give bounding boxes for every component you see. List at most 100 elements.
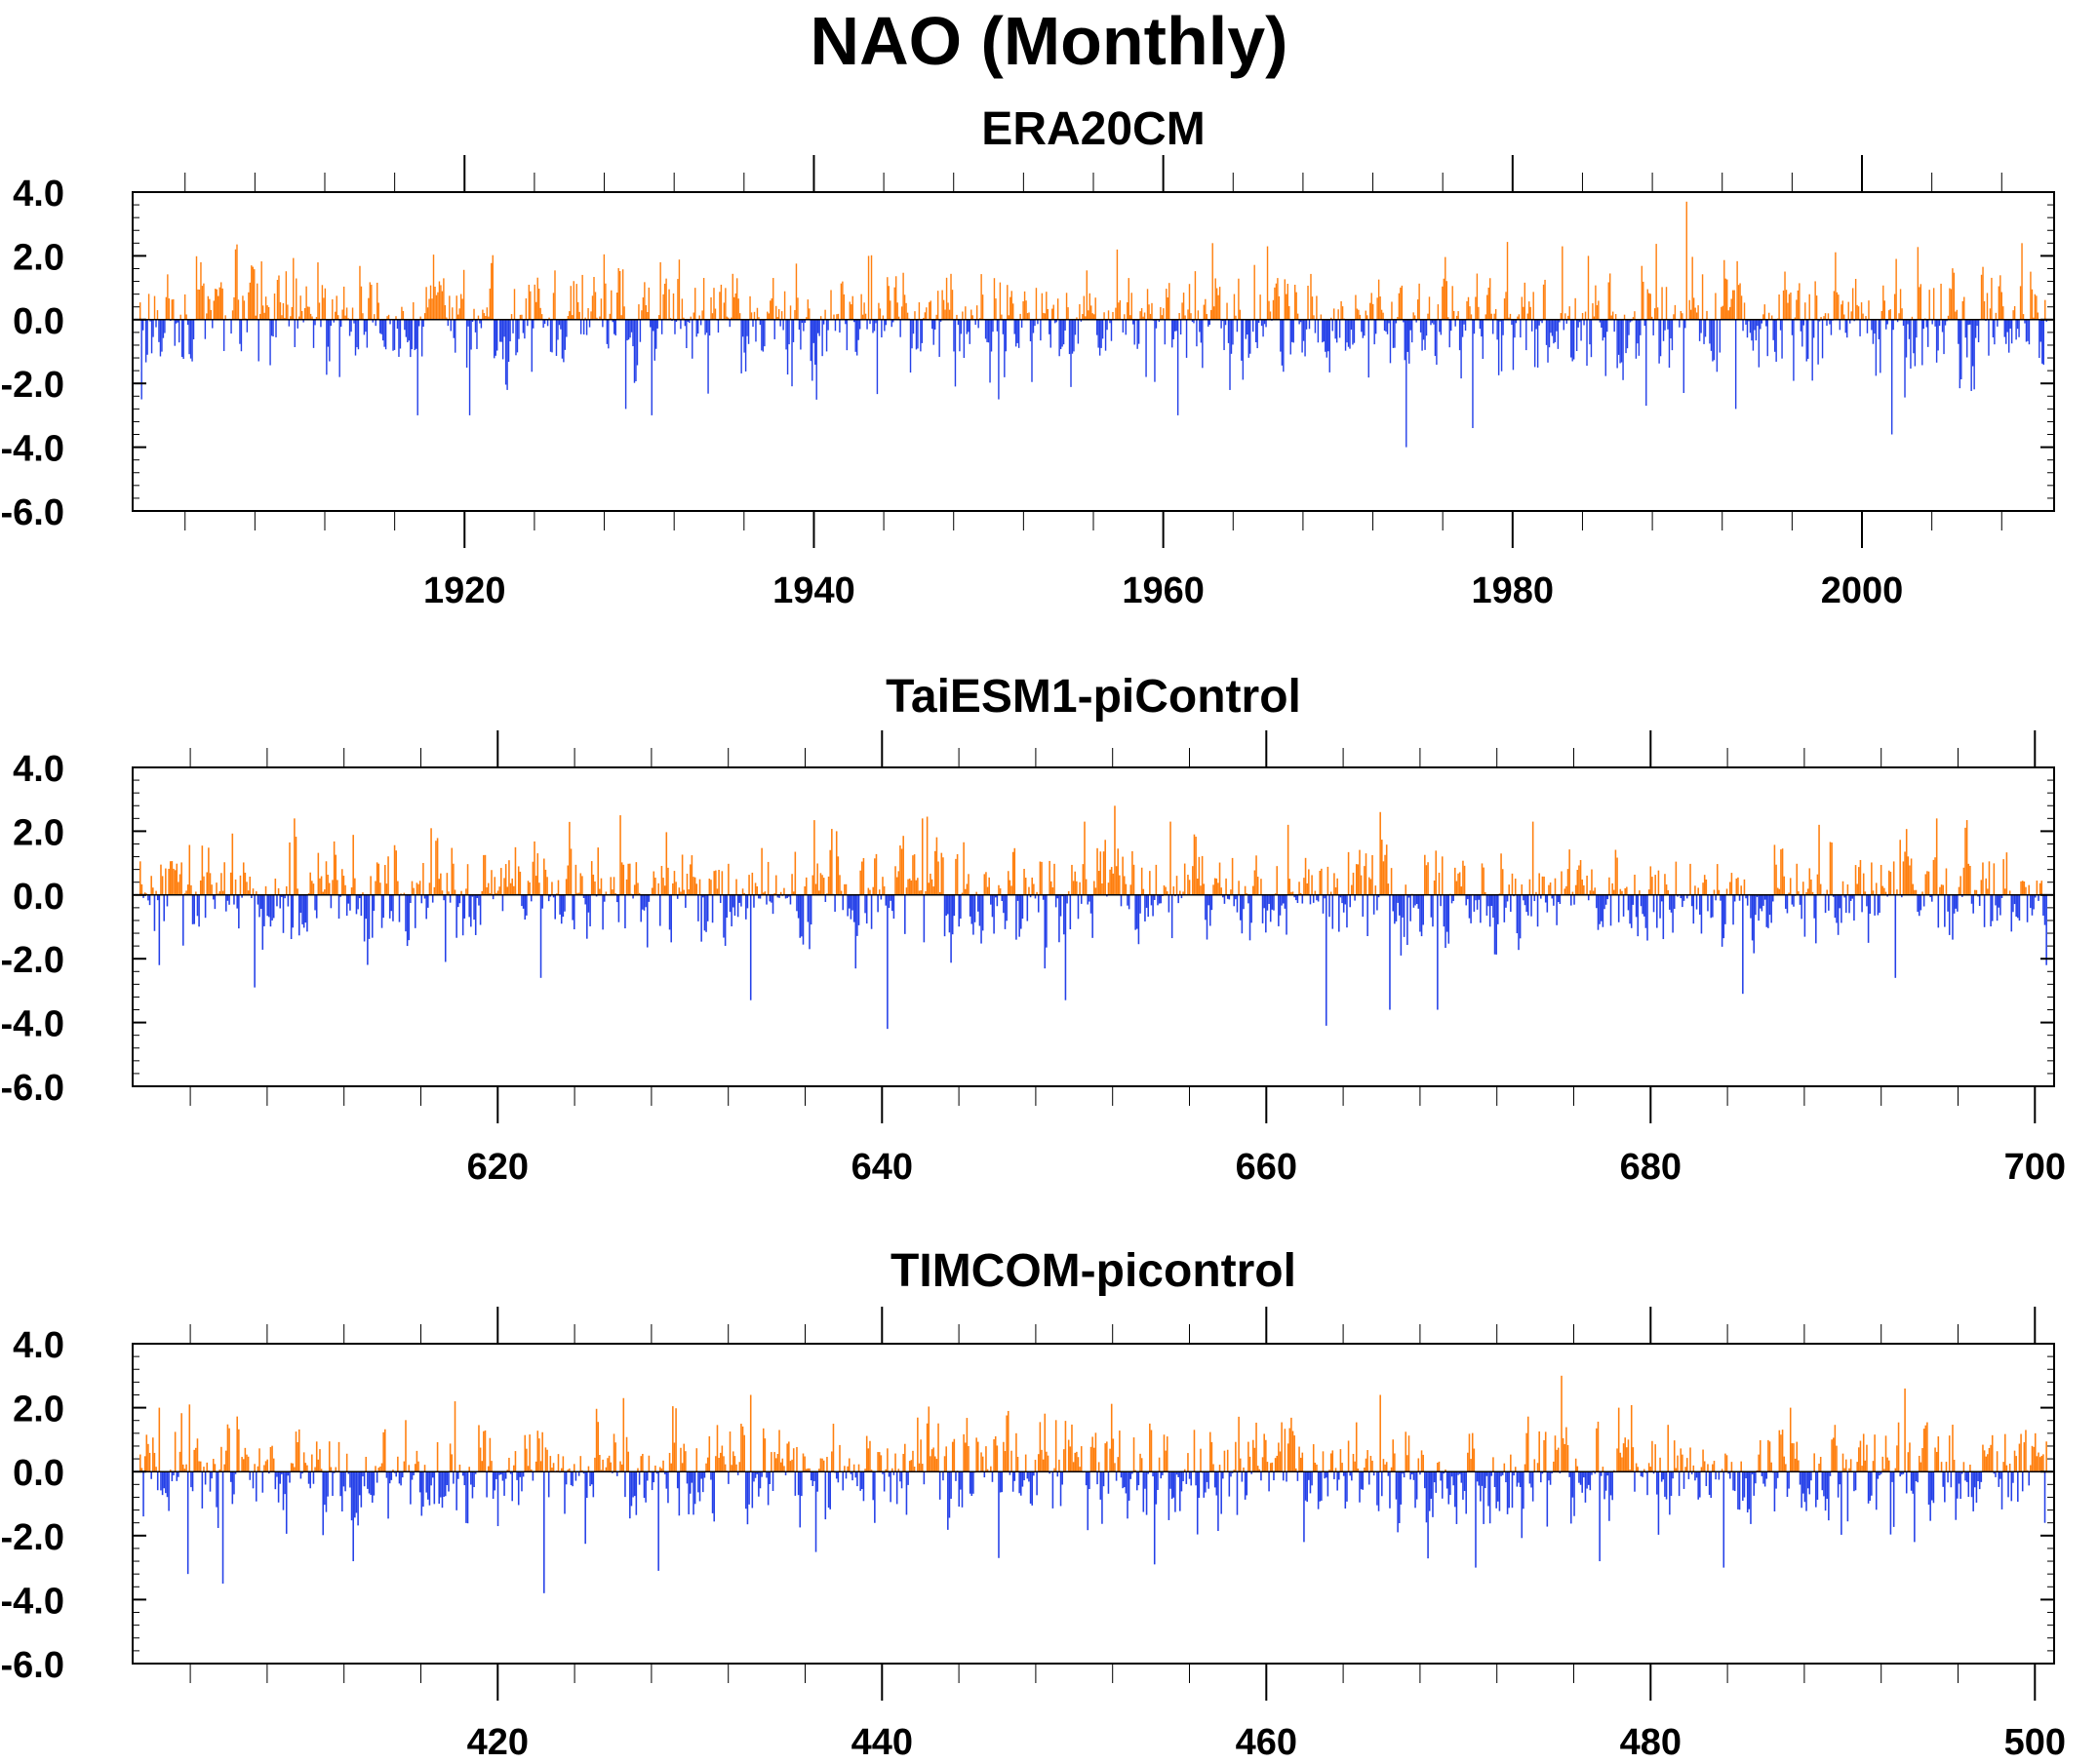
bar (1927, 1471, 1930, 1506)
bar (352, 835, 354, 895)
bar (418, 881, 421, 895)
bar (284, 1471, 286, 1495)
bar (216, 289, 218, 320)
bar (1085, 1471, 1088, 1486)
bar (1271, 1462, 1274, 1472)
bar (246, 1454, 248, 1472)
bar (1317, 1471, 1320, 1509)
bar (1316, 1464, 1318, 1472)
bar (1248, 1456, 1251, 1472)
bar (1175, 319, 1177, 332)
bar (1824, 894, 1827, 914)
bar (797, 894, 800, 919)
bar (166, 894, 169, 907)
bar (299, 894, 302, 914)
bar (359, 265, 361, 320)
bar (1046, 292, 1048, 320)
bar (1779, 319, 1782, 331)
bar (1970, 894, 1973, 904)
bar (1263, 319, 1266, 325)
bar (298, 1429, 300, 1472)
bar (1369, 1456, 1372, 1472)
bar (287, 894, 290, 907)
bar (1801, 882, 1804, 895)
bar (1819, 1457, 1822, 1472)
bar (1395, 894, 1398, 921)
x-tick-label: 460 (1236, 1722, 1297, 1763)
bar (1844, 1459, 1847, 1472)
bar (654, 1465, 656, 1472)
bar (1881, 1456, 1884, 1472)
bar (351, 307, 354, 320)
bar (147, 294, 150, 320)
bar (981, 294, 984, 320)
y-tick-label: -2.0 (1, 940, 64, 981)
bar (1458, 1471, 1461, 1474)
bar (1556, 1449, 1558, 1472)
bar (1787, 302, 1789, 320)
bar (578, 311, 580, 320)
y-tick-label: 4.0 (13, 1325, 64, 1366)
bar (546, 319, 549, 327)
bar (477, 315, 480, 320)
bar (220, 873, 222, 895)
bar (732, 894, 734, 908)
bar (426, 307, 429, 320)
bar (500, 1471, 502, 1475)
bar (1473, 1448, 1476, 1472)
bar (1278, 894, 1280, 926)
bar (330, 1467, 333, 1472)
bar (1935, 1451, 1938, 1472)
bar (773, 893, 775, 895)
bar (504, 319, 507, 385)
bar (669, 318, 672, 320)
bar (1119, 299, 1122, 320)
bar (1266, 1462, 1269, 1472)
bar (1574, 884, 1577, 895)
bar (1011, 851, 1014, 895)
bar (1450, 894, 1453, 904)
bar (1009, 880, 1011, 895)
bar (1983, 894, 1986, 927)
bar (909, 319, 912, 373)
bar (1931, 894, 1933, 902)
bar (729, 319, 731, 328)
bar (498, 886, 500, 895)
bar (413, 887, 415, 895)
bar (1150, 894, 1153, 906)
bar (1445, 894, 1446, 949)
bar (183, 893, 186, 895)
bar (476, 319, 478, 349)
bar (2022, 314, 2025, 320)
bar (486, 1471, 488, 1498)
bar (1072, 1462, 1075, 1472)
bar (1883, 887, 1885, 895)
bar (667, 1471, 669, 1504)
bar (552, 894, 555, 898)
bar (470, 319, 472, 350)
bar (1541, 876, 1544, 895)
bar (771, 1452, 772, 1472)
bar (683, 889, 686, 895)
bar (1162, 1471, 1164, 1475)
bar (600, 1470, 603, 1472)
bar (620, 315, 622, 320)
bar (699, 319, 702, 326)
bar (411, 1471, 414, 1480)
bar (285, 1471, 288, 1534)
bar (864, 894, 866, 914)
bar (2020, 1433, 2022, 1472)
bar (1236, 894, 1239, 913)
bar (681, 298, 684, 320)
bar (1442, 286, 1444, 320)
bar (1320, 314, 1323, 320)
bar (440, 1471, 442, 1498)
bar (756, 307, 759, 320)
bar (955, 1471, 957, 1481)
bar (1955, 894, 1958, 909)
bar (536, 853, 539, 895)
bar (326, 319, 328, 375)
bar (1007, 285, 1009, 320)
bar (575, 284, 577, 320)
bar (324, 889, 326, 895)
